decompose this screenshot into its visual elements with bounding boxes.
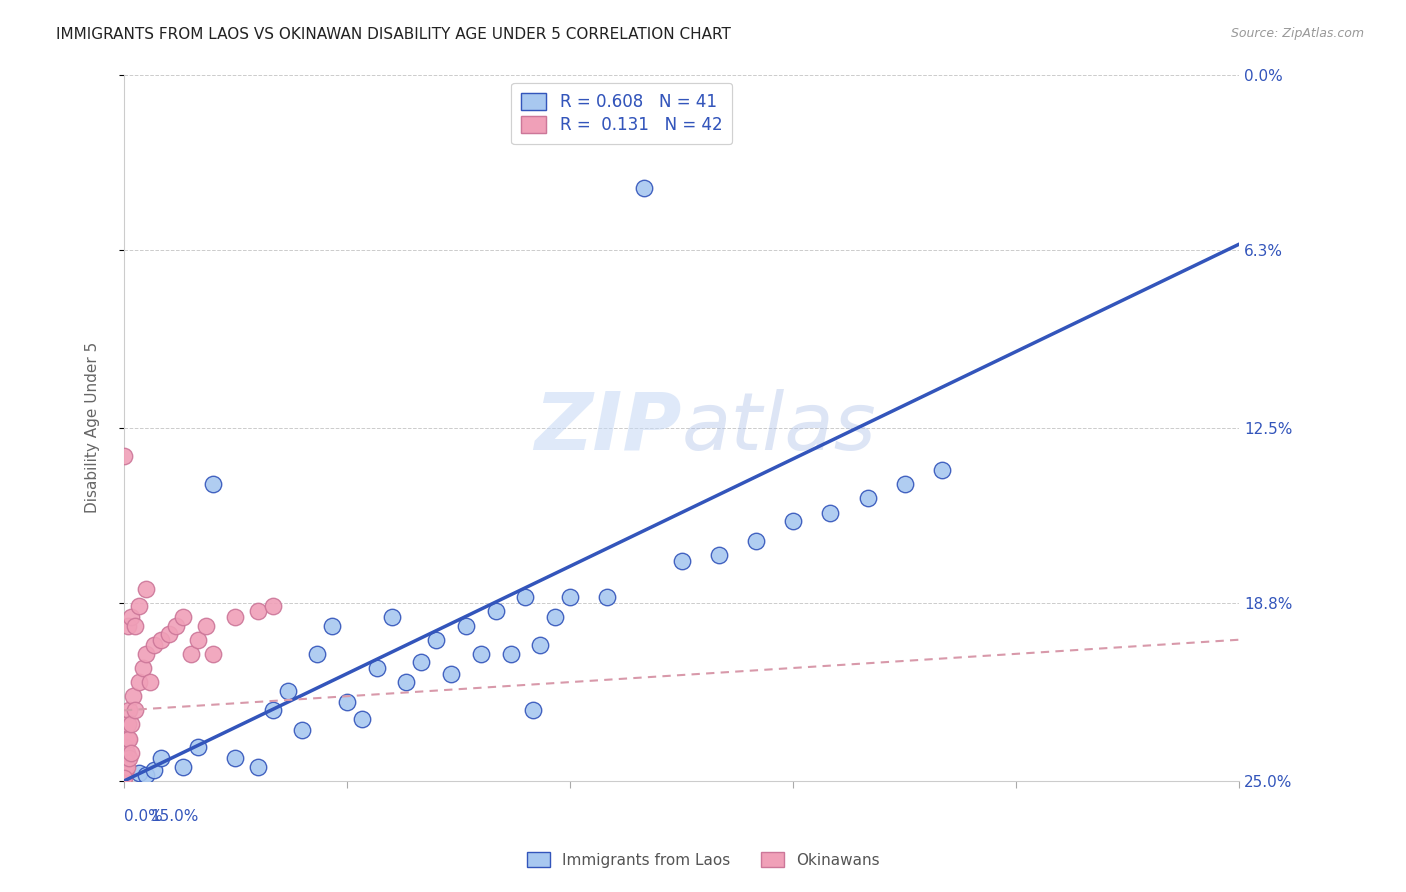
Point [157,627,180,641]
Point [440,666,463,681]
Point [544,610,567,624]
Point [128,599,150,613]
Point [202,647,225,661]
Point [395,675,418,690]
Point [120,746,142,760]
Point [114,765,136,780]
Point [454,618,477,632]
Point [150,751,173,765]
Point [499,647,522,661]
Point [172,760,194,774]
Point [522,703,544,717]
Point [118,703,141,717]
Text: ZIP: ZIP [534,389,682,467]
Point [485,604,508,618]
Point [172,610,194,624]
Point [117,731,139,746]
Point [596,591,619,605]
Point [745,533,768,548]
Point [115,746,138,760]
Point [187,740,209,755]
Point [820,506,842,520]
Point [558,591,581,605]
Point [150,632,173,647]
Point [307,647,329,661]
Point [142,763,165,777]
Point [931,463,953,477]
Point [115,760,138,774]
Point [893,477,915,491]
Y-axis label: Disability Age Under 5: Disability Age Under 5 [86,343,100,514]
Point [350,712,373,726]
Point [194,618,217,632]
Point [366,661,388,675]
Text: IMMIGRANTS FROM LAOS VS OKINAWAN DISABILITY AGE UNDER 5 CORRELATION CHART: IMMIGRANTS FROM LAOS VS OKINAWAN DISABIL… [56,27,731,42]
Point [782,514,804,528]
Point [262,703,284,717]
Legend: R = 0.608   N = 41, R =  0.131   N = 42: R = 0.608 N = 41, R = 0.131 N = 42 [512,83,733,145]
Point [470,647,492,661]
Point [224,751,246,765]
Point [671,553,693,567]
Point [117,618,139,632]
Point [112,768,135,782]
Text: 15.0%: 15.0% [150,809,198,824]
Point [187,632,209,647]
Point [112,751,135,765]
Point [135,582,157,596]
Point [128,675,150,690]
Point [118,731,141,746]
Point [114,751,136,765]
Point [112,771,135,785]
Point [124,703,146,717]
Point [411,656,433,670]
Point [425,632,447,647]
Text: Source: ZipAtlas.com: Source: ZipAtlas.com [1230,27,1364,40]
Point [276,683,298,698]
Point [118,751,141,765]
Point [291,723,314,738]
Point [246,604,269,618]
Point [515,591,537,605]
Point [121,690,143,704]
Point [135,768,157,782]
Point [112,760,135,774]
Point [246,760,269,774]
Point [321,618,343,632]
Point [202,477,225,491]
Point [633,180,655,194]
Point [112,765,135,780]
Text: atlas: atlas [682,389,876,467]
Point [224,610,246,624]
Legend: Immigrants from Laos, Okinawans: Immigrants from Laos, Okinawans [519,844,887,875]
Point [856,491,879,506]
Point [707,548,730,562]
Point [131,661,153,675]
Point [114,760,136,774]
Point [120,717,142,731]
Point [336,695,359,709]
Point [120,610,142,624]
Point [139,675,162,690]
Point [128,765,150,780]
Point [180,647,202,661]
Point [135,647,157,661]
Point [165,618,187,632]
Point [142,638,165,652]
Point [117,717,139,731]
Point [112,449,135,463]
Point [114,740,136,755]
Point [124,618,146,632]
Text: 0.0%: 0.0% [124,809,163,824]
Point [262,599,284,613]
Point [529,638,551,652]
Point [381,610,404,624]
